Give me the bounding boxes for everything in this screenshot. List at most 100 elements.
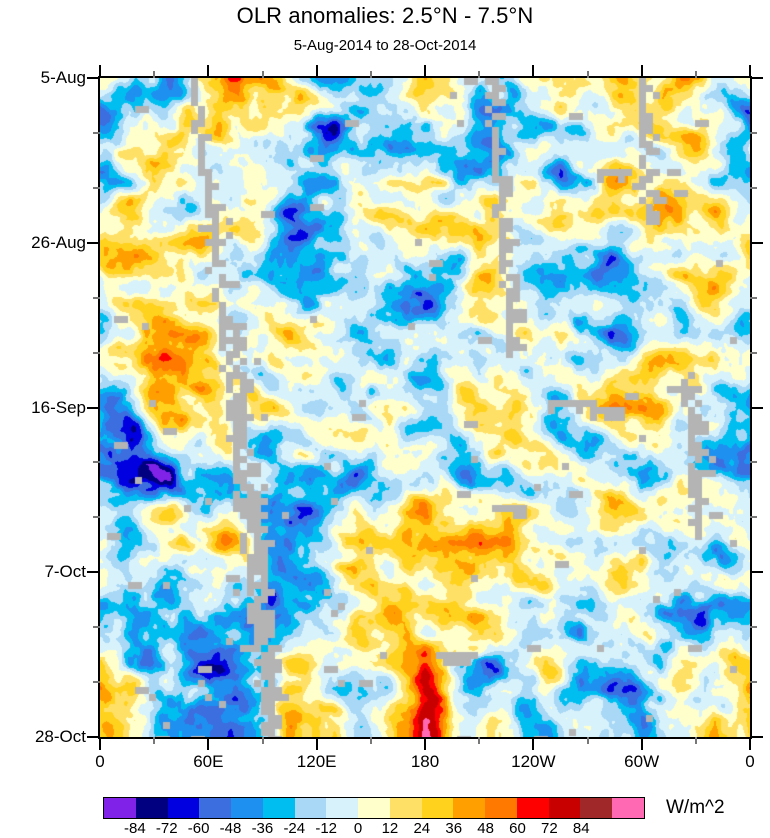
x-tick-minor-top bbox=[586, 71, 589, 78]
colorbar-swatch-4 bbox=[231, 798, 263, 818]
y-tick-minor bbox=[93, 296, 100, 299]
y-tick-minor-right bbox=[750, 186, 757, 189]
y-tick-minor-right bbox=[750, 681, 757, 684]
y-axis-tick-label: 5-Aug bbox=[40, 68, 86, 87]
y-tick-minor-right bbox=[750, 461, 757, 464]
x-tick-major-top bbox=[207, 65, 210, 78]
x-tick-minor-top bbox=[153, 71, 156, 78]
y-tick-major bbox=[87, 77, 100, 79]
x-tick-major bbox=[207, 737, 210, 750]
colorbar-swatch-13 bbox=[516, 798, 549, 818]
colorbar-swatch-15 bbox=[580, 798, 613, 818]
y-tick-minor bbox=[93, 461, 100, 464]
x-tick-major-top bbox=[424, 65, 426, 78]
y-tick-major-right bbox=[750, 241, 763, 244]
x-tick-major bbox=[99, 737, 101, 750]
y-axis-tick-label: 7-Oct bbox=[44, 562, 86, 582]
y-tick-minor bbox=[93, 131, 100, 134]
y-tick-minor-right bbox=[750, 626, 757, 629]
x-tick-minor-top bbox=[261, 71, 264, 78]
colorbar-swatch-16 bbox=[612, 798, 645, 818]
colorbar-tick-label: 84 bbox=[572, 820, 590, 837]
y-tick-minor-right bbox=[750, 131, 757, 134]
y-tick-major bbox=[87, 241, 100, 244]
x-tick-major-top bbox=[315, 65, 318, 78]
colorbar bbox=[103, 797, 645, 819]
x-tick-minor bbox=[694, 737, 697, 744]
y-tick-minor bbox=[93, 186, 100, 189]
colorbar-swatch-7 bbox=[326, 798, 359, 818]
x-tick-minor bbox=[478, 737, 481, 744]
colorbar-tick-label: -48 bbox=[219, 820, 242, 837]
x-tick-major bbox=[532, 737, 535, 750]
y-tick-major-right bbox=[750, 77, 763, 79]
colorbar-swatch-3 bbox=[199, 798, 232, 818]
colorbar-swatch-12 bbox=[485, 798, 517, 818]
x-axis-tick-label: 60W bbox=[624, 752, 660, 771]
colorbar-tick-label: 60 bbox=[509, 820, 526, 837]
x-axis-tick-label: 120E bbox=[296, 752, 337, 771]
colorbar-tick-label: -24 bbox=[283, 820, 306, 837]
colorbar-units: W/m^2 bbox=[666, 797, 725, 818]
x-tick-major-top bbox=[532, 65, 535, 78]
colorbar-swatches bbox=[103, 797, 645, 819]
x-tick-major bbox=[640, 737, 643, 750]
y-tick-minor bbox=[93, 516, 100, 519]
y-tick-major bbox=[87, 571, 100, 574]
olr-anomaly-heatmap bbox=[100, 78, 750, 737]
x-tick-minor-top bbox=[369, 71, 372, 78]
colorbar-swatch-8 bbox=[358, 798, 390, 818]
x-tick-major bbox=[424, 737, 426, 750]
colorbar-swatch-0 bbox=[104, 798, 136, 818]
y-tick-minor bbox=[93, 351, 100, 354]
x-axis-tick-label: 60E bbox=[193, 752, 224, 771]
x-tick-minor bbox=[586, 737, 589, 744]
x-tick-minor bbox=[153, 737, 156, 744]
x-axis-tick-label: 120W bbox=[511, 752, 556, 771]
colorbar-tick-label: 0 bbox=[353, 820, 363, 837]
y-tick-minor bbox=[93, 681, 100, 684]
colorbar-tick-label: 72 bbox=[541, 820, 558, 837]
x-axis-tick-label: 0 bbox=[95, 752, 105, 771]
colorbar-tick-label: 24 bbox=[413, 820, 431, 837]
y-tick-major bbox=[87, 736, 100, 738]
colorbar-swatch-11 bbox=[453, 798, 486, 818]
colorbar-swatch-2 bbox=[167, 798, 200, 818]
y-tick-minor-right bbox=[750, 516, 757, 519]
y-tick-major-right bbox=[750, 736, 763, 738]
colorbar-tick-label: -72 bbox=[155, 820, 178, 837]
x-tick-major-top bbox=[99, 65, 101, 78]
colorbar-tick-label: -12 bbox=[315, 820, 338, 837]
y-axis-tick-label: 16-Sep bbox=[31, 397, 86, 417]
colorbar-tick-label: -60 bbox=[187, 820, 210, 837]
colorbar-tick-label: 48 bbox=[477, 820, 494, 837]
plot-area bbox=[98, 76, 752, 739]
y-tick-major-right bbox=[750, 406, 763, 409]
colorbar-tick-label: -84 bbox=[124, 820, 146, 837]
colorbar-swatch-10 bbox=[421, 798, 454, 818]
y-tick-minor-right bbox=[750, 296, 757, 299]
y-tick-minor-right bbox=[750, 351, 757, 354]
x-tick-minor-top bbox=[478, 71, 481, 78]
figure-subtitle: 5-Aug-2014 to 28-Oct-2014 bbox=[293, 37, 477, 54]
x-tick-major-top bbox=[640, 65, 643, 78]
colorbar-tick-label: 12 bbox=[381, 820, 399, 837]
x-axis-tick-label: 0 bbox=[745, 752, 755, 771]
page-title: OLR anomalies: 2.5°N - 7.5°N bbox=[236, 3, 534, 28]
colorbar-swatch-5 bbox=[262, 798, 295, 818]
x-axis-tick-label: 180 bbox=[410, 752, 440, 771]
y-axis-tick-label: 26-Aug bbox=[31, 232, 86, 252]
y-tick-minor bbox=[93, 626, 100, 629]
x-tick-major-top bbox=[749, 65, 751, 78]
x-tick-minor-top bbox=[694, 71, 697, 78]
colorbar-tick-label: -36 bbox=[251, 820, 274, 837]
x-tick-minor bbox=[369, 737, 372, 744]
colorbar-swatch-6 bbox=[294, 798, 327, 818]
x-tick-minor bbox=[261, 737, 264, 744]
colorbar-swatch-1 bbox=[135, 798, 168, 818]
x-tick-major bbox=[749, 737, 751, 750]
y-tick-major-right bbox=[750, 571, 763, 574]
y-axis-tick-label: 28-Oct bbox=[34, 727, 86, 746]
colorbar-swatch-14 bbox=[548, 798, 581, 818]
